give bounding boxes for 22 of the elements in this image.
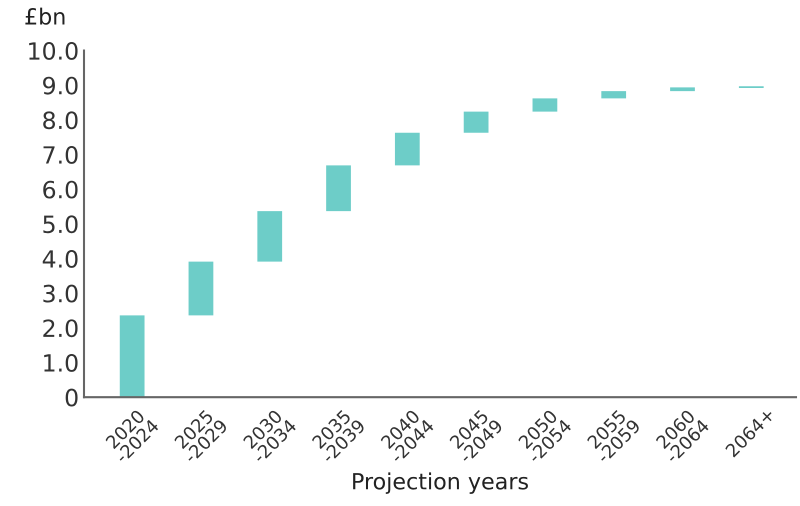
y-tick-label: 9.0	[43, 76, 78, 95]
y-tick-label: 3.0	[43, 284, 78, 303]
bar	[464, 112, 488, 133]
y-tick-label: 5.0	[43, 215, 78, 234]
y-tick-label: 6.0	[43, 180, 78, 199]
y-tick-label: 0	[66, 388, 78, 407]
bar	[601, 91, 626, 98]
y-tick-label: 8.0	[43, 111, 78, 130]
x-axis-title: Projection years	[353, 472, 528, 494]
y-tick-label: 4.0	[42, 250, 78, 268]
y-tick-label: 10.0	[29, 42, 78, 60]
bar	[257, 211, 282, 262]
bar	[188, 262, 214, 316]
bar	[670, 87, 695, 92]
y-tick-label: 7.0	[44, 146, 78, 164]
y-tick-label: 2.0	[43, 319, 78, 338]
y-axis-title: £bn	[25, 8, 64, 25]
bar	[532, 98, 558, 112]
bar	[120, 315, 145, 398]
bar	[394, 132, 420, 166]
y-tick-label: 1.0	[44, 354, 78, 372]
bar	[326, 165, 351, 212]
